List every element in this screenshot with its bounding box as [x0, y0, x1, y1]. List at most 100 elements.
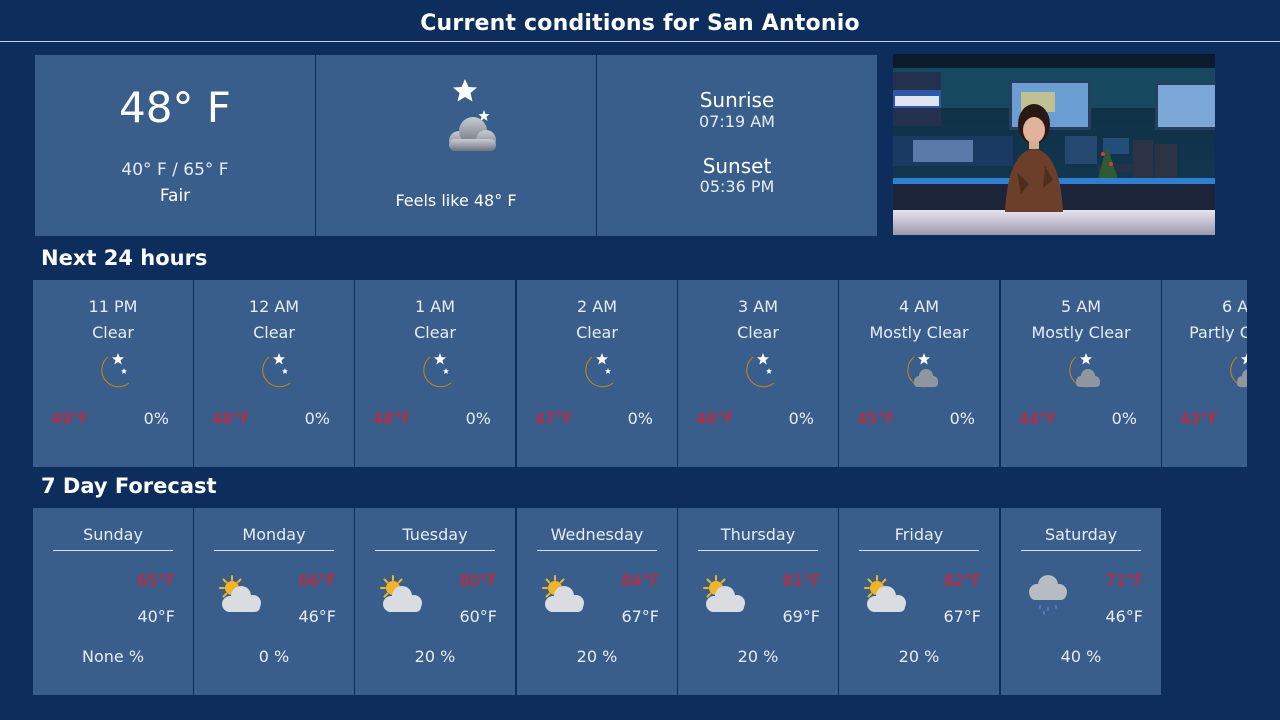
day-precip: 0 % [258, 647, 290, 666]
day-card[interactable]: Tuesday 80°F 60°F 20 % [355, 508, 515, 695]
hour-precip: 0% [465, 409, 491, 428]
studio-scene-image [893, 54, 1215, 235]
partly-cloudy-icon [380, 575, 422, 612]
day-precip: 20 % [898, 647, 940, 666]
day-low-temp: 46°F [298, 607, 336, 626]
day-precip: None % [81, 647, 145, 666]
day-low-temp: 69°F [782, 607, 820, 626]
day-high-temp: 84°F [621, 571, 659, 590]
hour-time: 4 AM [898, 297, 939, 316]
sunrise-label: Sunrise [699, 88, 775, 112]
partly-cloudy-icon [542, 575, 584, 612]
day-precip: 20 % [414, 647, 456, 666]
moon-cloud-icon [1069, 353, 1100, 388]
current-condition: Fair [159, 186, 191, 206]
day-high-temp: 81°F [782, 571, 820, 590]
day-precip: 40 % [1060, 647, 1102, 666]
hour-condition: Mostly Clear [869, 323, 969, 342]
hour-card[interactable]: 2 AM Clear 47°F 0% [517, 280, 677, 467]
hour-temperature: 48°F [212, 409, 250, 428]
hourly-forecast-strip[interactable]: 11 PM Clear 49°F 0% 12 AM Clear 48°F 0% … [33, 280, 1247, 467]
partly-cloudy-icon [864, 575, 906, 612]
day-card[interactable]: Monday 66°F 46°F 0 % [194, 508, 354, 695]
hour-time: 5 AM [1060, 297, 1101, 316]
moon-icon [101, 353, 130, 388]
day-card[interactable]: Friday 82°F 67°F 20 % [839, 508, 999, 695]
hour-temperature: 49°F [51, 409, 89, 428]
hour-precip: 0% [949, 409, 975, 428]
day-low-temp: 60°F [459, 607, 497, 626]
hour-temperature: 45°F [857, 409, 895, 428]
hour-temperature: 47°F [535, 409, 573, 428]
day-card[interactable]: Thursday 81°F 69°F 20 % [678, 508, 838, 695]
hour-card[interactable]: 12 AM Clear 48°F 0% [194, 280, 354, 467]
feels-like-text: Feels like 48° F [395, 191, 517, 210]
divider [859, 550, 979, 551]
moon-icon [262, 353, 291, 388]
hour-condition: Clear [576, 323, 618, 342]
hourly-section-title: Next 24 hours [41, 246, 208, 270]
day-precip: 20 % [576, 647, 618, 666]
hour-condition: Partly Cloudy [1189, 323, 1247, 342]
day-high-temp: 71°F [1105, 571, 1143, 590]
hour-time: 12 AM [248, 297, 300, 316]
hour-precip: 0% [788, 409, 814, 428]
hour-precip: 0% [143, 409, 169, 428]
day-name: Wednesday [550, 525, 644, 544]
day-name: Monday [242, 525, 306, 544]
current-icon-panel: Feels like 48° F [316, 55, 596, 236]
divider [375, 550, 495, 551]
day-low-temp: 67°F [943, 607, 981, 626]
day-card[interactable]: Sunday 65°F 40°F None % [33, 508, 193, 695]
hour-time: 6 AM [1221, 297, 1247, 316]
divider [53, 550, 173, 551]
moon-cloud-icon [1230, 353, 1247, 388]
hour-card[interactable]: 11 PM Clear 49°F 0% [33, 280, 193, 467]
hour-temperature: 46°F [696, 409, 734, 428]
hour-condition: Mostly Clear [1031, 323, 1131, 342]
hour-precip: 0% [304, 409, 330, 428]
rain-cloud-icon [1029, 575, 1067, 615]
hour-card[interactable]: 6 AM Partly Cloudy 43°F [1162, 280, 1247, 467]
day-name: Thursday [720, 525, 796, 544]
hour-precip: 0% [1111, 409, 1137, 428]
divider [698, 550, 818, 551]
partly-cloudy-icon [219, 575, 261, 612]
divider [214, 550, 334, 551]
moon-cloud-icon [907, 353, 938, 388]
hour-card[interactable]: 4 AM Mostly Clear 45°F 0% [839, 280, 999, 467]
hour-time: 2 AM [576, 297, 617, 316]
current-temp-panel: 48° F 40° F / 65° F Fair [35, 55, 315, 236]
day-name: Friday [894, 525, 944, 544]
moon-icon [423, 353, 452, 388]
hour-condition: Clear [92, 323, 134, 342]
hour-condition: Clear [253, 323, 295, 342]
day-card[interactable]: Saturday 71°F 46°F 40 % [1001, 508, 1161, 695]
sun-times-panel: Sunrise 07:19 AM Sunset 05:36 PM [597, 55, 877, 236]
divider [1021, 550, 1141, 551]
hour-temperature: 48°F [373, 409, 411, 428]
hour-card[interactable]: 5 AM Mostly Clear 44°F 0% [1001, 280, 1161, 467]
day-low-temp: 40°F [137, 607, 175, 626]
hour-precip: 0% [627, 409, 653, 428]
day-high-temp: 65°F [137, 571, 175, 590]
day-high-temp: 82°F [943, 571, 981, 590]
day-high-temp: 80°F [459, 571, 497, 590]
hour-temperature: 44°F [1019, 409, 1057, 428]
day-low-temp: 67°F [621, 607, 659, 626]
sunrise-time: 07:19 AM [699, 112, 775, 131]
partly-cloudy-icon [703, 575, 745, 612]
hour-card[interactable]: 3 AM Clear 46°F 0% [678, 280, 838, 467]
hour-card[interactable]: 1 AM Clear 48°F 0% [355, 280, 515, 467]
hour-temperature: 43°F [1180, 409, 1218, 428]
hour-condition: Clear [414, 323, 456, 342]
current-temperature: 48° F [119, 83, 231, 132]
sunset-time: 05:36 PM [699, 177, 775, 196]
day-card[interactable]: Wednesday 84°F 67°F 20 % [517, 508, 677, 695]
day-high-temp: 66°F [298, 571, 336, 590]
weather-presenter-video[interactable] [893, 54, 1215, 235]
hour-time: 11 PM [88, 297, 138, 316]
hour-condition: Clear [737, 323, 779, 342]
day-name: Tuesday [402, 525, 468, 544]
temperature-range: 40° F / 65° F [121, 160, 229, 180]
